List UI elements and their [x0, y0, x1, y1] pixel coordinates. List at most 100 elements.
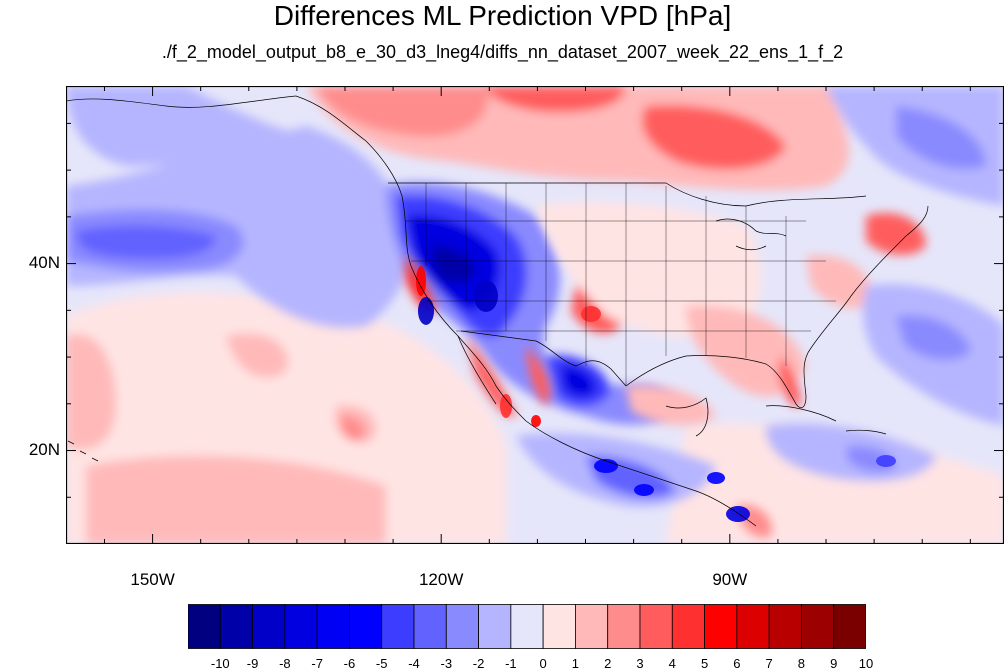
gulf-of-mexico-coast: [625, 347, 812, 409]
colorbar-label: 4: [668, 656, 676, 671]
colorbar-swatch: [188, 604, 221, 649]
detail-blue-speck-6: [418, 297, 434, 325]
colorbar-label: 6: [733, 656, 741, 671]
colorbar-label: 7: [765, 656, 773, 671]
colorbar-label: 3: [636, 656, 644, 671]
light-red-hawaii-region: [66, 334, 116, 450]
blue-hudson: [896, 106, 986, 170]
map-frame: [66, 86, 1004, 544]
red-canada-top: [486, 86, 626, 113]
pink-plains: [536, 202, 761, 337]
lon-label: 120W: [418, 570, 464, 589]
yucatan: [665, 397, 709, 437]
colorbar-label: -8: [279, 656, 291, 671]
detail-red-speck-1: [500, 394, 512, 418]
colorbar-swatch: [510, 604, 544, 649]
red-mexico-west: [526, 346, 550, 406]
colorbar-swatch: [349, 604, 383, 649]
field-layer-north-red: [306, 86, 1004, 206]
colorbar-swatch: [413, 604, 447, 649]
blue-pacific-inner: [76, 225, 216, 259]
colorbar-label: 8: [797, 656, 806, 671]
detail-blue-speck-2: [634, 484, 654, 496]
colorbar-label: -1: [505, 656, 517, 671]
detail-blue-speck-7: [474, 280, 498, 312]
colorbar-swatch: [381, 604, 415, 649]
map-title: Differences ML Prediction VPD [hPa]: [273, 0, 732, 31]
field-layer-blue: [66, 86, 413, 328]
blue-north-pacific: [66, 126, 413, 328]
colorbar-label: 9: [830, 656, 838, 671]
detail-blue-speck-5: [876, 455, 896, 467]
blue-west-coast-offshore: [331, 176, 379, 294]
colorbar-label: 0: [539, 656, 547, 671]
mexico-pacific-coast: [525, 420, 757, 527]
colorbar-swatch: [252, 604, 286, 649]
vpd-difference-map: [66, 86, 1004, 544]
light-red-blob-1: [226, 333, 288, 378]
colorbar-label: -6: [343, 656, 356, 671]
field-layer-west-us: [386, 182, 676, 425]
red-florida: [778, 356, 801, 407]
canada-us-border: [388, 182, 867, 207]
colorbar-label: 2: [604, 656, 612, 671]
blue-alaska-gulf: [66, 86, 306, 166]
colorbar-label: -10: [210, 656, 230, 671]
state-boundaries: [406, 183, 836, 386]
colorbar-label: -5: [375, 656, 388, 671]
red-canada-west: [316, 86, 488, 137]
field-layer-east-us: [406, 202, 1004, 538]
blue-mexico-core: [561, 365, 596, 398]
great-lakes: [715, 218, 787, 251]
colorbar-swatch: [316, 604, 350, 649]
red-new-england: [866, 212, 926, 256]
baja-california: [457, 335, 497, 405]
lat-label: 20N: [28, 439, 60, 459]
us-mexico-border: [460, 330, 627, 387]
hispaniola: [845, 429, 887, 435]
east-coast: [810, 205, 929, 349]
geographic-outlines: [66, 95, 929, 527]
colorbar-swatch: [445, 604, 479, 649]
colorbar-label: -4: [408, 656, 420, 671]
pink-mid-atlantic: [806, 255, 872, 309]
detail-blue-speck-3: [707, 472, 725, 484]
lon-label: 90W: [712, 570, 748, 589]
cuba: [765, 405, 837, 422]
colorbar-swatch: [801, 604, 835, 649]
colorbar-label: 1: [571, 656, 580, 671]
colorbar-label: -2: [472, 656, 485, 671]
pink-ocean-west-band: [66, 343, 396, 416]
colorbar-swatch: [575, 604, 609, 649]
pink-gulf: [626, 385, 716, 426]
colorbar-swatch: [671, 604, 705, 649]
colorbar-swatch: [736, 604, 770, 649]
colorbar-swatch: [768, 604, 802, 649]
hawaii-islands: [67, 440, 99, 462]
colorbar-swatch: [542, 604, 576, 649]
field-layer-detail: [416, 266, 896, 522]
colorbar-swatch: [284, 604, 318, 649]
colorbar-swatch: [607, 604, 641, 649]
colorbar-label: -9: [246, 656, 259, 671]
detail-blue-speck-1: [594, 459, 618, 473]
blue-atlantic-core: [896, 315, 971, 360]
colorbar-swatch: [219, 604, 253, 649]
light-red-south-pacific: [86, 455, 386, 544]
red-canada-central: [642, 105, 786, 170]
colorbar-label: 10: [858, 656, 874, 671]
colorbar-swatch: [639, 604, 673, 649]
colorbar-swatch: [478, 604, 512, 649]
state-lines-central: [625, 183, 787, 386]
colorbar-label: -3: [440, 656, 453, 671]
north-america-west-coast: [295, 95, 527, 422]
lon-label: 150W: [130, 570, 175, 589]
colorbar-swatch: [704, 604, 738, 649]
detail-red-speck-2: [531, 415, 541, 427]
colorbar-label: 5: [700, 656, 709, 671]
colorbar-label: -7: [311, 656, 323, 671]
state-lines-horizontal: [406, 220, 836, 332]
red-blob-south-pacific: [340, 415, 365, 442]
colorbar-swatch: [833, 604, 866, 649]
